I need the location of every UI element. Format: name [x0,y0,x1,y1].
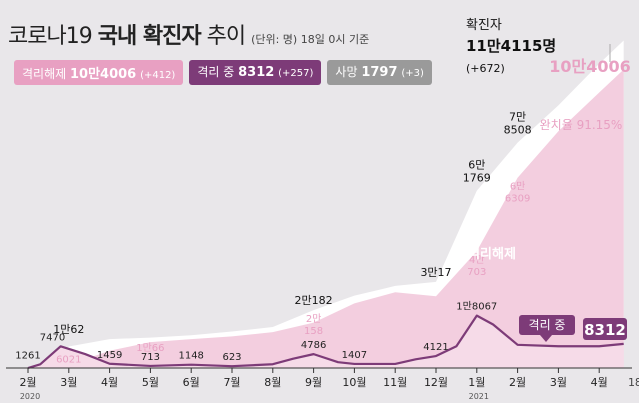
x-tick-label: 10월 [342,376,366,389]
year-label: 2020 [20,392,40,401]
isolated-badge: 격리 중 8312 (+257) [189,60,322,85]
released-label: 703 [467,267,486,278]
released-total-label: 10만4006 [549,57,631,76]
confirmed-label: 1만62 [53,323,84,336]
confirmed-label: 6만 [468,159,485,172]
isolated-label: 4786 [301,340,326,351]
released-label: 4만 [469,254,485,266]
confirmed-label: 7만 [509,111,526,124]
x-tick-label: 18일 [628,375,639,389]
x-tick-label: 2월 [509,376,526,389]
released-label: 2만 [306,313,322,325]
x-tick-label: 6월 [183,376,200,389]
isolated-label: 7470 [40,332,65,343]
isolated-label: 713 [141,352,160,363]
title-note: (단위: 명) 18일 0시 기준 [251,33,370,46]
isolated-label: 1148 [178,351,203,362]
released-area [28,69,624,368]
isolated-tag-label: 격리 중 [529,318,566,332]
x-tick-label: 7월 [223,376,240,389]
isolated-label: 623 [222,352,241,363]
x-tick-label: 9월 [305,376,322,389]
released-area-label: 격리해제 [468,246,516,262]
isolated-value-box [583,318,627,340]
isolated-line [27,314,624,370]
chart-title: 코로나19 국내 확진자 추이 (단위: 명) 18일 0시 기준 [8,18,369,50]
isolated-label: 4121 [423,342,448,353]
x-tick-label: 3월 [550,376,567,389]
isolated-tag-pointer [540,335,552,342]
x-tick-label: 2월 [19,376,36,389]
title-part2: 국내 확진자 [97,24,202,49]
isolated-label: 1407 [342,350,367,361]
total-value: 11만4115명 [466,37,557,55]
isolated-label: 1459 [97,350,122,361]
total-delta: (+672) [466,62,505,75]
summary-badges: 격리해제 10만4006 (+412) 격리 중 8312 (+257) 사망 … [14,60,432,85]
title-part1: 코로나19 [8,24,93,49]
released-label: 1만66 [136,342,164,354]
isolated-tag-box [519,315,575,335]
released-label: 158 [304,326,323,337]
recovery-rate-label: 완치율 91.15% [540,118,623,132]
total-label: 확진자 [466,18,502,33]
confirmed-label: 1769 [463,172,491,185]
x-tick-label: 4월 [591,376,608,389]
released-label: 6만 [510,181,526,193]
released-label: 6021 [56,355,81,366]
isolated-area [28,315,624,368]
isolated-label: 1261 [15,350,40,361]
x-tick-label: 1월 [468,376,485,389]
confirmed-label: 2만182 [295,294,333,307]
released-label: 6309 [505,194,530,205]
x-tick-label: 12월 [424,376,448,389]
x-tick-label: 5월 [142,376,159,389]
x-tick-label: 11월 [383,376,407,389]
isolated-value-label: 8312 [584,321,626,339]
x-tick-label: 8월 [264,376,281,389]
confirmed-label: 8508 [504,124,532,137]
x-tick-label: 3월 [60,376,77,389]
x-tick-label: 4월 [101,376,118,389]
deaths-badge: 사망 1797 (+3) [327,60,432,85]
total-confirmed-box: 확진자 11만4115명 (+672) [466,14,556,75]
title-part3: 추이 [206,24,246,49]
isolated-label: 1만8067 [456,301,497,313]
confirmed-label: 3만17 [420,266,451,279]
year-label: 2021 [469,392,489,401]
released-badge: 격리해제 10만4006 (+412) [14,60,184,85]
